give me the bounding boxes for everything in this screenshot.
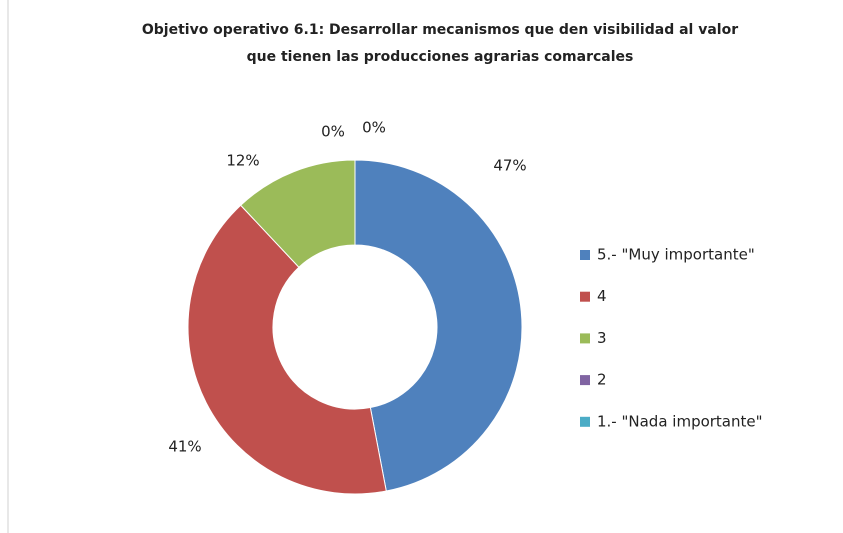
legend-swatch [580, 375, 590, 386]
donut-slice [187, 204, 387, 495]
legend-label: 5.- "Muy importante" [597, 246, 755, 264]
legend-swatch [580, 416, 590, 427]
data-label: 12% [226, 152, 259, 170]
legend-label: 1.- "Nada importante" [597, 412, 763, 430]
legend-label: 2 [597, 371, 607, 389]
data-label: 0% [362, 119, 386, 137]
data-label: 41% [168, 438, 201, 456]
legend-swatch [580, 250, 590, 260]
data-label: 0% [321, 123, 345, 141]
donut-slice [239, 159, 356, 268]
legend-swatch [580, 291, 590, 302]
data-label: 47% [493, 157, 526, 175]
legend-swatch [580, 333, 590, 344]
legend-label: 3 [597, 329, 607, 347]
donut-slice [354, 159, 523, 492]
chart-title: que tienen las producciones agrarias com… [247, 49, 634, 65]
legend-label: 4 [597, 287, 607, 305]
chart-title: Objetivo operativo 6.1: Desarrollar meca… [142, 22, 738, 38]
